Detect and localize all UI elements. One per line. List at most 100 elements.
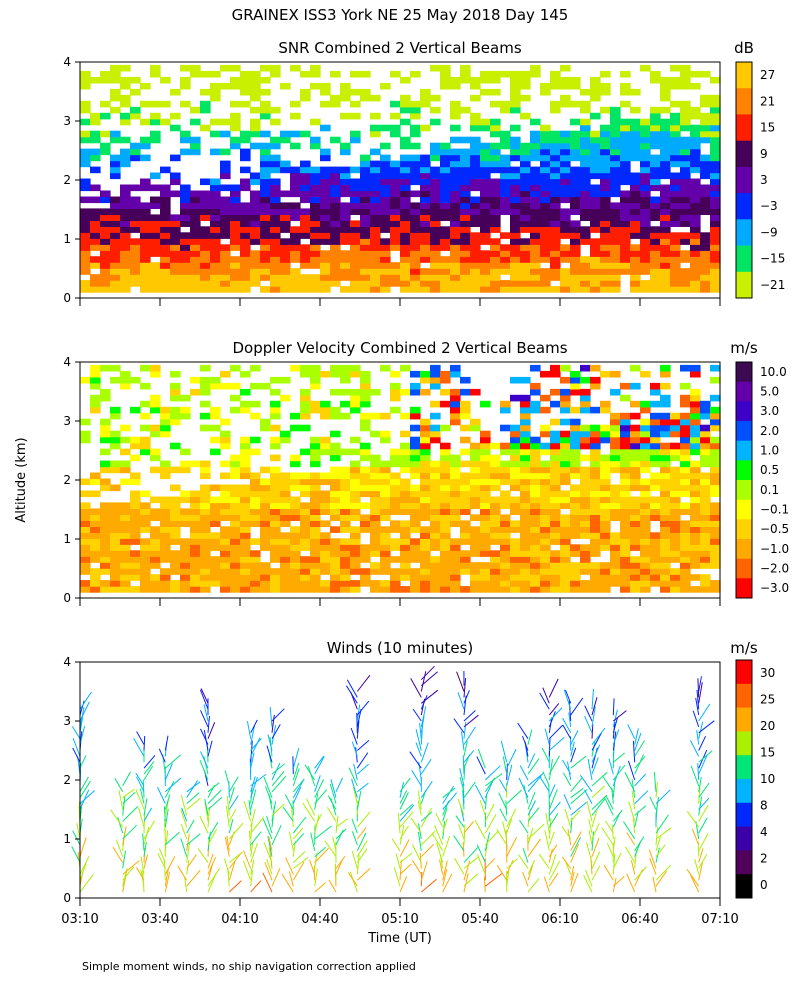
heatmap-cell bbox=[340, 400, 351, 408]
wind-barb bbox=[634, 754, 644, 775]
heatmap-cell bbox=[200, 364, 211, 372]
wind-barb bbox=[623, 821, 636, 840]
heatmap-cell bbox=[230, 256, 241, 263]
heatmap-cell bbox=[350, 460, 361, 468]
heatmap-cell bbox=[410, 262, 421, 269]
heatmap-cell bbox=[510, 478, 521, 486]
heatmap-cell bbox=[280, 376, 291, 384]
heatmap-cell bbox=[300, 70, 311, 78]
heatmap-cell bbox=[420, 220, 431, 227]
heatmap-cell bbox=[250, 436, 261, 444]
heatmap-cell bbox=[600, 430, 611, 438]
heatmap-cell bbox=[350, 496, 361, 504]
heatmap-cell bbox=[170, 508, 181, 515]
heatmap-cell bbox=[320, 406, 331, 414]
heatmap-cell bbox=[340, 376, 351, 384]
wind-barb bbox=[606, 842, 614, 857]
heatmap-cell bbox=[510, 376, 521, 384]
heatmap-cell bbox=[90, 364, 101, 372]
heatmap-cell bbox=[700, 532, 711, 539]
heatmap-cell bbox=[470, 196, 481, 204]
heatmap-cell bbox=[640, 418, 651, 426]
heatmap-cell bbox=[490, 154, 501, 162]
heatmap-cell bbox=[530, 472, 541, 480]
heatmap-cell bbox=[560, 250, 571, 257]
wind-barb bbox=[228, 861, 236, 881]
heatmap-cell bbox=[330, 496, 341, 504]
heatmap-cell bbox=[680, 148, 691, 156]
heatmap-cell bbox=[590, 460, 601, 468]
heatmap-cell bbox=[320, 538, 331, 545]
heatmap-cell bbox=[80, 514, 91, 521]
heatmap-cell bbox=[110, 202, 121, 209]
y-tick-label: 1 bbox=[63, 832, 71, 846]
heatmap-cell bbox=[690, 82, 701, 90]
heatmap-cell bbox=[580, 166, 591, 174]
heatmap-cell bbox=[110, 568, 121, 575]
heatmap-cell bbox=[350, 232, 361, 239]
heatmap-cell bbox=[90, 526, 101, 533]
heatmap-cell bbox=[330, 226, 341, 233]
heatmap-cell bbox=[690, 112, 701, 120]
heatmap-cell bbox=[330, 526, 341, 533]
heatmap-cell bbox=[440, 370, 451, 378]
heatmap-cell bbox=[540, 250, 551, 257]
heatmap-cell bbox=[270, 142, 281, 150]
heatmap-cell bbox=[330, 232, 341, 239]
heatmap-cell bbox=[530, 274, 541, 281]
heatmap-cell bbox=[390, 520, 401, 527]
heatmap-cell bbox=[610, 256, 621, 263]
heatmap-cell bbox=[510, 430, 521, 438]
wind-barb bbox=[417, 790, 422, 810]
heatmap-cell bbox=[690, 286, 701, 293]
heatmap-cell bbox=[390, 202, 401, 209]
heatmap-cell bbox=[360, 556, 371, 563]
wind-barb bbox=[207, 715, 210, 733]
heatmap-cell bbox=[420, 436, 431, 444]
heatmap-cell bbox=[90, 508, 101, 515]
heatmap-cell bbox=[600, 190, 611, 198]
heatmap-cell bbox=[140, 550, 151, 557]
heatmap-cell bbox=[350, 400, 361, 408]
heatmap-cell bbox=[410, 178, 421, 186]
heatmap-cell bbox=[320, 532, 331, 539]
heatmap-cell bbox=[570, 136, 581, 144]
heatmap-cell bbox=[650, 112, 661, 120]
wind-barb bbox=[689, 740, 700, 757]
heatmap-cell bbox=[670, 424, 681, 432]
heatmap-cell bbox=[580, 184, 591, 192]
wind-barb bbox=[228, 787, 235, 804]
heatmap-cell bbox=[450, 490, 461, 498]
heatmap-cell bbox=[420, 586, 431, 593]
heatmap-cell bbox=[180, 82, 191, 90]
heatmap-cell bbox=[660, 274, 671, 281]
heatmap-cell bbox=[240, 178, 251, 186]
heatmap-cell bbox=[450, 274, 461, 281]
heatmap-cell bbox=[370, 172, 381, 180]
heatmap-cell bbox=[540, 460, 551, 468]
heatmap-cell bbox=[140, 208, 151, 215]
heatmap-cell bbox=[680, 460, 691, 468]
heatmap-cell bbox=[180, 448, 191, 456]
heatmap-cell bbox=[560, 394, 571, 402]
heatmap-cell bbox=[380, 226, 391, 233]
wind-barb bbox=[310, 832, 316, 851]
heatmap-cell bbox=[210, 568, 221, 575]
heatmap-cell bbox=[230, 118, 241, 126]
heatmap-cell bbox=[540, 244, 551, 251]
heatmap-cell bbox=[210, 406, 221, 414]
heatmap-cell bbox=[80, 280, 91, 287]
heatmap-cell bbox=[520, 478, 531, 486]
wind-barb bbox=[136, 867, 145, 881]
heatmap-cell bbox=[600, 424, 611, 432]
heatmap-cell bbox=[300, 172, 311, 180]
heatmap-cell bbox=[510, 394, 521, 402]
heatmap-cell bbox=[140, 382, 151, 390]
wind-barb bbox=[652, 876, 657, 893]
heatmap-cell bbox=[530, 196, 541, 204]
heatmap-cell bbox=[120, 466, 131, 474]
heatmap-cell bbox=[540, 586, 551, 593]
heatmap-cell bbox=[240, 406, 251, 414]
heatmap-cell bbox=[660, 130, 671, 138]
heatmap-cell bbox=[130, 526, 141, 533]
